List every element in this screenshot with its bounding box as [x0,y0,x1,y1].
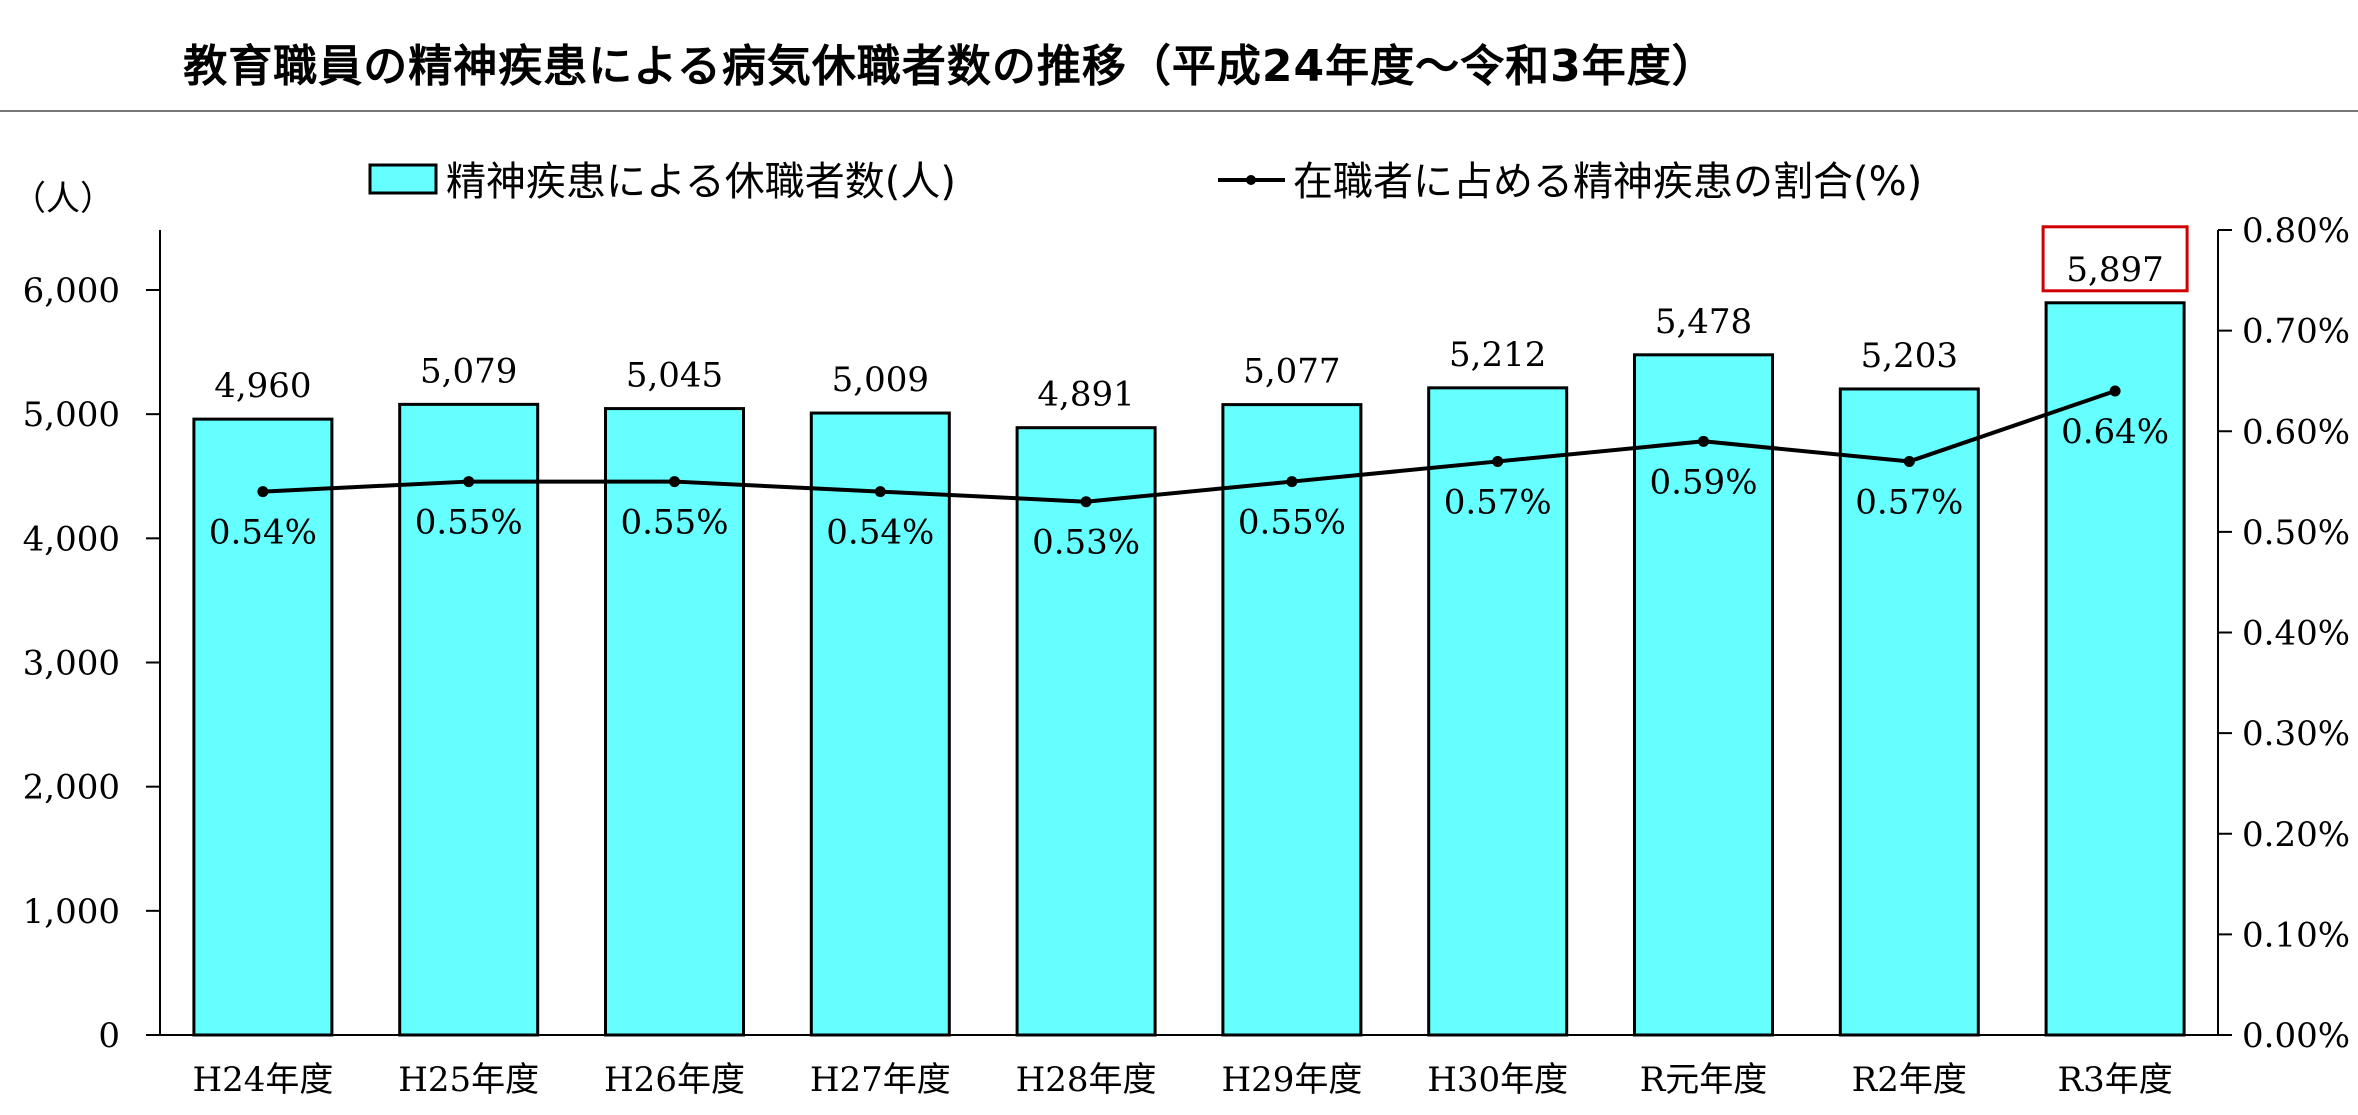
legend-bar-swatch [368,163,438,195]
left-axis-tick-label: 6,000 [23,271,120,311]
left-y-axis: （人） 0 1,000 2,000 3,000 4,000 5,000 6,000 [12,179,161,1056]
bar-value-labels: 4,960 5,079 5,045 5,009 4,891 5,077 5,212 5,478… [214,225,2189,415]
bar [809,411,951,1037]
right-axis-tick-label: 0.00% [2242,1016,2350,1056]
legend-bar-label: 精神疾患による休職者数(人) [446,159,956,205]
line-point [1286,476,1298,488]
legend-line-label: 在職者に占める精神疾患の割合(%) [1293,159,1922,205]
right-axis-tick-label: 0.60% [2242,412,2350,452]
bar-value-label: 5,079 [420,351,517,391]
line-value-label: 0.59% [1649,462,1757,502]
line-value-label: 0.55% [1238,503,1346,543]
left-axis-tick-label: 3,000 [23,644,120,684]
left-axis-unit-label: （人） [12,179,114,219]
line-point [1903,455,1915,467]
line-point [257,486,269,498]
ratio-line [262,389,2116,504]
line-value-label: 0.55% [415,503,523,543]
right-axis-tick-label: 0.20% [2242,815,2350,855]
right-axis-tick-label: 0.50% [2242,513,2350,553]
x-axis-tick-label: H27年度 [810,1060,951,1100]
bar-series [192,301,2186,1037]
bar [1015,426,1157,1037]
x-axis-tick-label: H30年度 [1427,1060,1568,1100]
bar-value-label: 5,009 [832,360,929,400]
right-axis-tick-label: 0.80% [2242,211,2350,251]
x-axis-tick-label: R3年度 [2057,1060,2172,1100]
line-value-label: 0.57% [1855,482,1963,522]
line-point [874,486,886,498]
line-point [463,476,475,488]
x-axis: H24年度 H25年度 H26年度 H27年度 H28年度 H29年度 H30年度 R元年度 R… [160,1034,2218,1100]
x-axis-tick-label: H25年度 [398,1060,539,1100]
left-axis-tick-label: 4,000 [23,519,120,559]
left-axis-tick-label: 0 [98,1016,120,1056]
line-value-label: 0.57% [1444,482,1552,522]
bar-value-label: 4,960 [214,366,311,406]
right-y-axis: 0.00% 0.10% 0.20% 0.30% 0.40% 0.50% 0.60% 0.70%… [2217,211,2350,1056]
title-divider [0,110,2358,112]
x-axis-tick-label: H26年度 [604,1060,745,1100]
bar [1427,386,1569,1037]
bar [398,402,540,1037]
bar [1221,403,1363,1037]
bar-value-label: 5,203 [1861,336,1958,376]
right-axis-tick-label: 0.40% [2242,614,2350,654]
right-axis-tick-label: 0.30% [2242,714,2350,754]
bar [192,417,334,1037]
bar-value-label: 5,212 [1449,335,1546,375]
x-axis-tick-label: H28年度 [1016,1060,1157,1100]
x-axis-tick-label: H24年度 [192,1060,333,1100]
line-value-labels: 0.54% 0.55% 0.55% 0.54% 0.53% 0.55% 0.57% 0.59%… [209,412,2169,563]
bar-value-label: 5,045 [626,356,723,396]
line-point [1492,455,1504,467]
left-axis-tick-label: 5,000 [23,395,120,435]
x-axis-tick-label: H29年度 [1221,1060,1362,1100]
line-value-label: 0.54% [826,513,934,553]
x-axis-tick-label: R2年度 [1852,1060,1967,1100]
line-value-label: 0.64% [2061,412,2169,452]
bar [604,407,745,1037]
line-value-label: 0.53% [1032,523,1140,563]
right-axis-tick-label: 0.70% [2242,312,2350,352]
bar-value-label: 5,897 [2066,250,2163,290]
chart-title: 教育職員の精神疾患による病気休職者数の推移（平成24年度～令和3年度） [183,41,1717,92]
line-series [257,385,2121,508]
line-value-label: 0.55% [620,503,728,543]
left-axis-tick-label: 1,000 [23,892,120,932]
line-point [1080,496,1092,508]
legend: 精神疾患による休職者数(人) 在職者に占める精神疾患の割合(%) [368,159,1922,205]
bar [1838,387,1980,1037]
left-axis-tick-label: 2,000 [23,768,120,808]
bar [1633,353,1774,1037]
line-value-label: 0.54% [209,513,317,553]
right-axis-tick-label: 0.10% [2242,915,2350,955]
legend-line-marker [1246,175,1256,185]
highlight-box [2041,225,2189,293]
x-axis-tick-label: R元年度 [1640,1060,1768,1100]
bar-value-label: 5,077 [1243,352,1340,392]
line-point [2109,385,2121,397]
bar-value-label: 4,891 [1037,375,1134,415]
bar-value-label: 5,478 [1655,302,1752,342]
line-point [669,476,680,488]
bar [2044,301,2186,1037]
line-point [1698,435,1709,447]
